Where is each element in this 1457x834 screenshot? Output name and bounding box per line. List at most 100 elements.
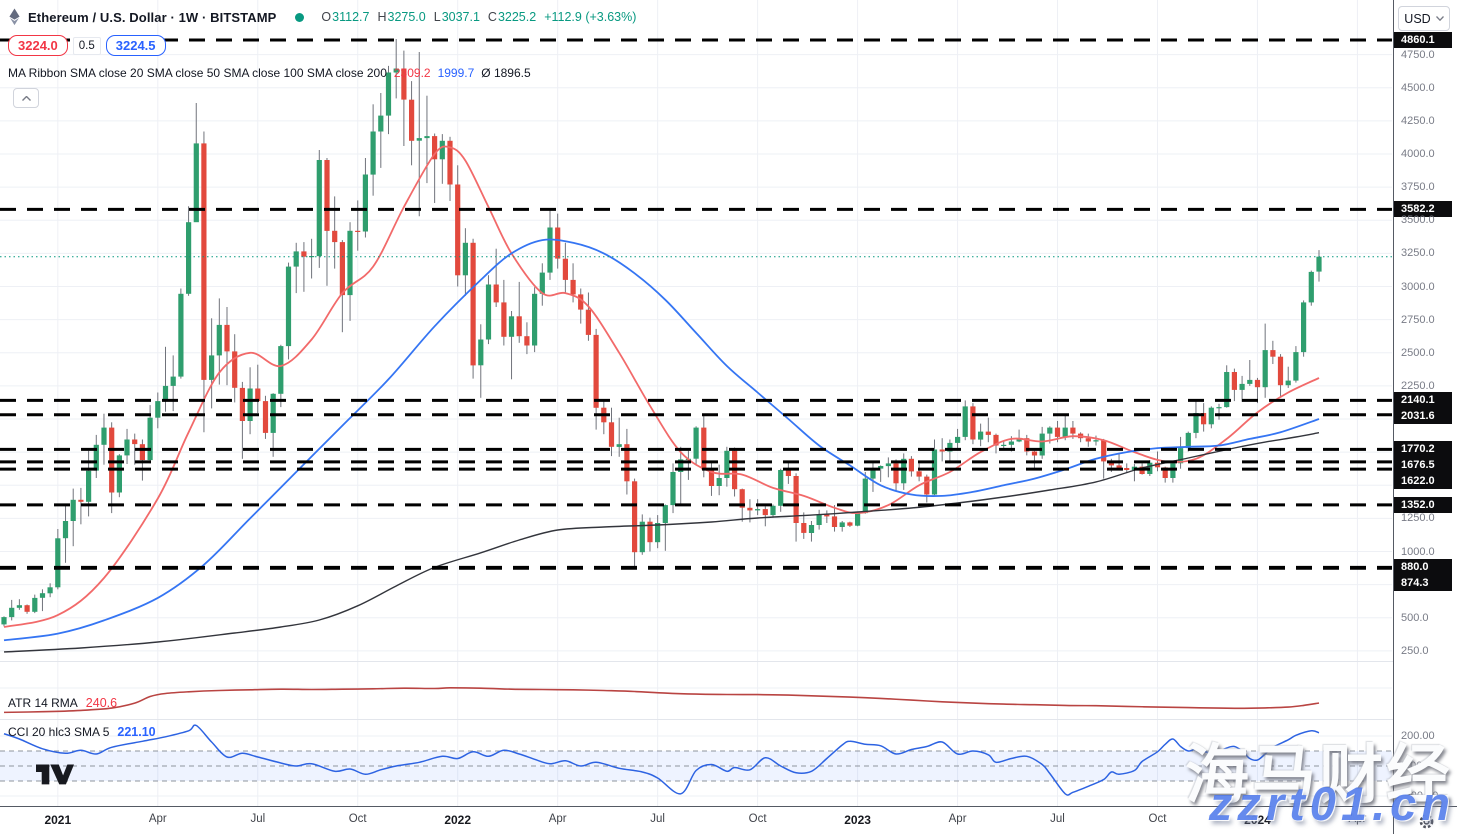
candlestick xyxy=(1308,271,1314,303)
candlestick xyxy=(1239,383,1245,390)
atr-line xyxy=(3,686,1320,714)
tradingview-logo[interactable] xyxy=(36,760,74,786)
ethereum-icon xyxy=(9,8,20,26)
candlestick xyxy=(585,309,591,335)
candlestick xyxy=(508,316,515,337)
change-value: +112.9 (+3.63%) xyxy=(544,10,637,24)
candlestick xyxy=(347,230,353,296)
sma50-value: 1999.7 xyxy=(437,66,475,80)
currency-dropdown[interactable]: USD xyxy=(1398,6,1450,31)
candlestick xyxy=(362,174,368,232)
price-level-tag: 4860.1 xyxy=(1394,32,1452,48)
time-tick-label: 2022 xyxy=(444,813,472,827)
candlestick xyxy=(332,230,338,243)
grid-lines xyxy=(0,0,1457,806)
symbol-title[interactable]: Ethereum / U.S. Dollar · 1W · BITSTAMP xyxy=(28,9,277,25)
price-tick-label: 2250.0 xyxy=(1401,379,1435,392)
candlestick xyxy=(101,427,107,445)
cci-band xyxy=(0,750,1392,782)
candlestick xyxy=(1178,448,1184,464)
candlestick xyxy=(255,388,261,402)
candlestick xyxy=(170,376,176,386)
candlestick xyxy=(39,593,46,598)
candlestick xyxy=(578,294,584,310)
time-tick-label: Apr xyxy=(548,813,567,825)
price-axis[interactable]: USD 4860.1 3582.2 2140.1 2031.6 1770.2 1676.5… xyxy=(1393,0,1457,806)
candlestick xyxy=(416,138,422,141)
symbol-legend: Ethereum / U.S. Dollar · 1W · BITSTAMP O… xyxy=(8,8,636,26)
price-level-tag: 1676.5 xyxy=(1394,457,1452,474)
candlestick xyxy=(1101,440,1107,462)
atr-indicator-legend[interactable]: ATR 14 RMA 240.6 xyxy=(8,696,117,710)
candlestick xyxy=(608,422,615,447)
ohlc-item: O3112.7 xyxy=(321,10,369,24)
candlestick xyxy=(985,431,991,435)
cci-indicator-legend[interactable]: CCI 20 hlc3 SMA 5 221.10 xyxy=(8,725,156,739)
candlestick xyxy=(639,521,645,553)
candlestick xyxy=(1170,463,1176,478)
candlestick xyxy=(224,324,230,352)
candlestick xyxy=(1024,438,1030,452)
price-tick-label: 4500.0 xyxy=(1401,81,1435,94)
time-axis[interactable]: 2021 Apr Jul Oct 2022 Apr Jul Oct 2023 Apr Jul Oct 2… xyxy=(0,806,1457,834)
atr-value: 240.6 xyxy=(85,696,118,710)
time-tick-label: Apr xyxy=(148,813,167,825)
candlestick xyxy=(655,523,661,543)
candlestick xyxy=(562,258,568,280)
candlestick xyxy=(916,471,922,477)
candlestick xyxy=(908,458,914,472)
candlestick xyxy=(1124,468,1130,470)
candlestick xyxy=(70,499,76,521)
price-tick-label: 3250.0 xyxy=(1401,247,1435,260)
candlestick xyxy=(455,184,461,276)
time-tick-label: 2021 xyxy=(44,813,72,827)
candlestick xyxy=(885,463,891,467)
ma-line-ma_avg xyxy=(3,432,1320,653)
candlestick xyxy=(839,522,845,527)
sell-button[interactable]: 3224.0 xyxy=(8,35,68,56)
ohlc-item: H3275.0 xyxy=(377,10,425,24)
candlestick xyxy=(186,222,192,294)
candlestick xyxy=(924,476,930,495)
candlestick xyxy=(239,387,245,421)
price-tick-label: 3750.0 xyxy=(1401,181,1435,194)
candlestick xyxy=(1216,407,1222,409)
candlestick xyxy=(1085,438,1091,442)
candlestick xyxy=(1162,467,1168,478)
candlestick xyxy=(1193,413,1199,433)
candlestick xyxy=(793,476,799,523)
candlestick xyxy=(955,436,961,443)
collapse-legend-button[interactable] xyxy=(13,88,39,108)
candlestick xyxy=(339,242,345,296)
atr-label: ATR 14 RMA xyxy=(8,696,78,710)
spread-value: 0.5 xyxy=(72,36,101,55)
candlestick xyxy=(524,336,530,346)
candlestick xyxy=(1001,444,1007,446)
time-tick-label: Jul xyxy=(250,813,266,825)
cci-value: 221.10 xyxy=(117,725,156,739)
candlestick xyxy=(116,455,122,493)
ma-ribbon-label[interactable]: MA Ribbon SMA close 20 SMA close 50 SMA … xyxy=(8,66,387,80)
candlestick xyxy=(462,242,468,276)
candlestick xyxy=(947,442,953,452)
candlestick xyxy=(1231,372,1237,390)
time-tick-label: Apr xyxy=(948,813,967,825)
candlestick xyxy=(547,227,553,273)
price-level-tag: 3582.2 xyxy=(1394,201,1452,218)
order-panel: 3224.0 0.5 3224.5 xyxy=(8,35,166,56)
candlestick xyxy=(1301,302,1307,353)
candlestick xyxy=(355,230,361,232)
candlestick xyxy=(785,470,791,476)
cci-tick-label: 0.00 xyxy=(1401,760,1423,772)
candlestick xyxy=(1254,379,1261,388)
candlestick xyxy=(931,449,938,495)
axis-settings-button[interactable] xyxy=(1393,806,1457,834)
candlestick xyxy=(285,266,292,347)
candlestick xyxy=(16,605,22,608)
ohlc-value: 3112.7 xyxy=(332,10,370,24)
candlestick xyxy=(32,597,38,612)
chevron-down-icon xyxy=(1435,16,1444,21)
buy-button[interactable]: 3224.5 xyxy=(105,35,166,56)
price-tick-label: 250.0 xyxy=(1401,644,1429,657)
price-level-lines[interactable] xyxy=(0,38,1392,570)
